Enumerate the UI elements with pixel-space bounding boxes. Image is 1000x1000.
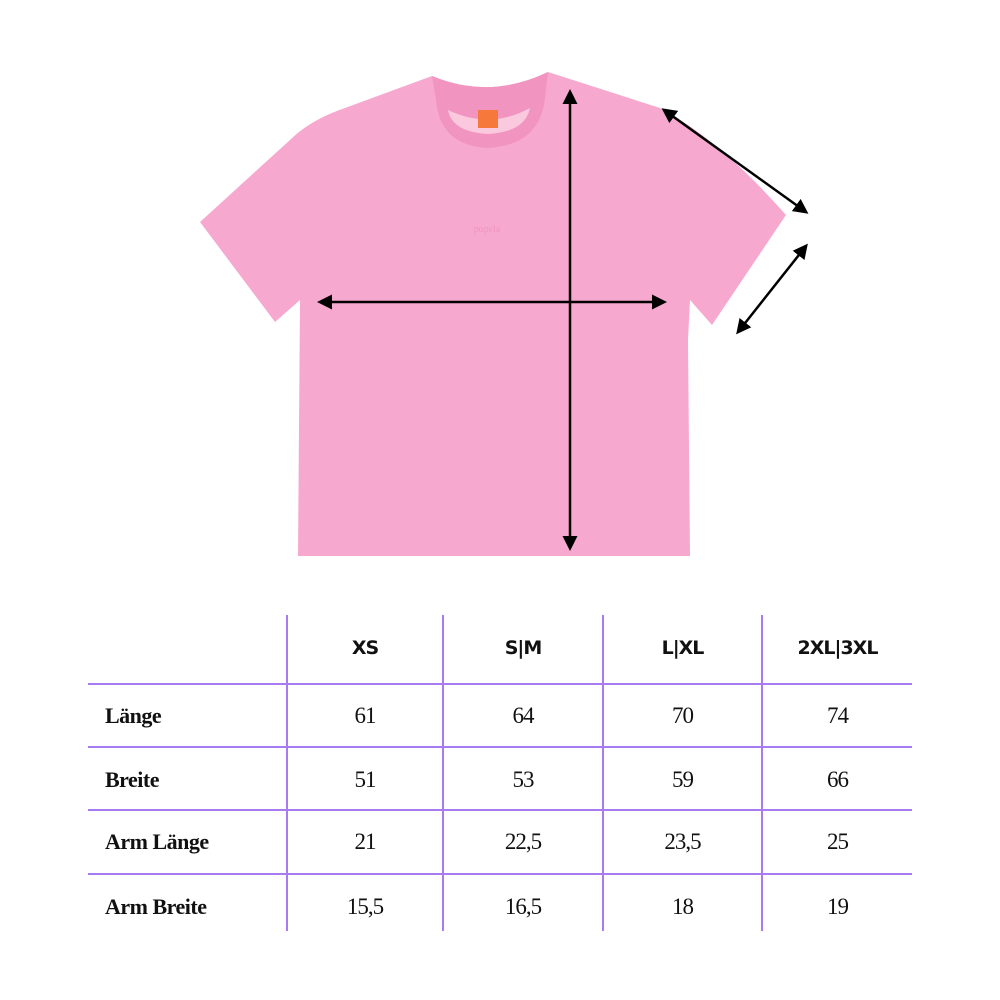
- column-header: L|XL: [661, 637, 705, 659]
- table-cell: 64: [512, 703, 535, 728]
- row-label: Breite: [105, 767, 160, 792]
- grid-line: [88, 746, 912, 748]
- table-cell: 53: [512, 767, 535, 792]
- table-cell: 70: [672, 703, 694, 728]
- grid-line: [761, 615, 763, 931]
- table-cell: 51: [354, 767, 377, 792]
- table-cell: 25: [827, 829, 849, 854]
- table-cell: 21: [354, 829, 377, 854]
- table-cell: 23,5: [664, 829, 701, 854]
- sleeve-length-arrow: [661, 108, 809, 214]
- table-cell: 22,5: [504, 829, 542, 854]
- brand-label: [478, 110, 498, 128]
- logo-text: popela: [474, 224, 501, 235]
- sleeve-width-arrow: [736, 243, 808, 335]
- table-cell: 74: [827, 703, 849, 728]
- table-cell: 59: [672, 767, 694, 792]
- grid-line: [286, 615, 288, 931]
- grid-line: [442, 615, 444, 931]
- grid-line: [602, 615, 604, 931]
- column-header: 2XL|3XL: [797, 637, 879, 659]
- table-cell: 15,5: [346, 894, 384, 919]
- table-cell: 66: [827, 767, 849, 792]
- table-cell: 61: [354, 703, 377, 728]
- table-cell: 19: [827, 894, 849, 919]
- row-label: Arm Länge: [105, 829, 209, 854]
- row-label: Arm Breite: [105, 894, 207, 919]
- tshirt-illustration: popela: [200, 72, 809, 556]
- column-header: XS: [351, 637, 379, 659]
- grid-line: [88, 873, 912, 875]
- column-header: S|M: [504, 637, 543, 659]
- grid-line: [88, 809, 912, 811]
- table-cell: 16,5: [504, 894, 542, 919]
- measurement-arrows: [317, 89, 809, 551]
- row-label: Länge: [105, 703, 162, 728]
- grid-line: [88, 683, 912, 685]
- table-cell: 18: [672, 894, 694, 919]
- tshirt: popela: [200, 72, 786, 556]
